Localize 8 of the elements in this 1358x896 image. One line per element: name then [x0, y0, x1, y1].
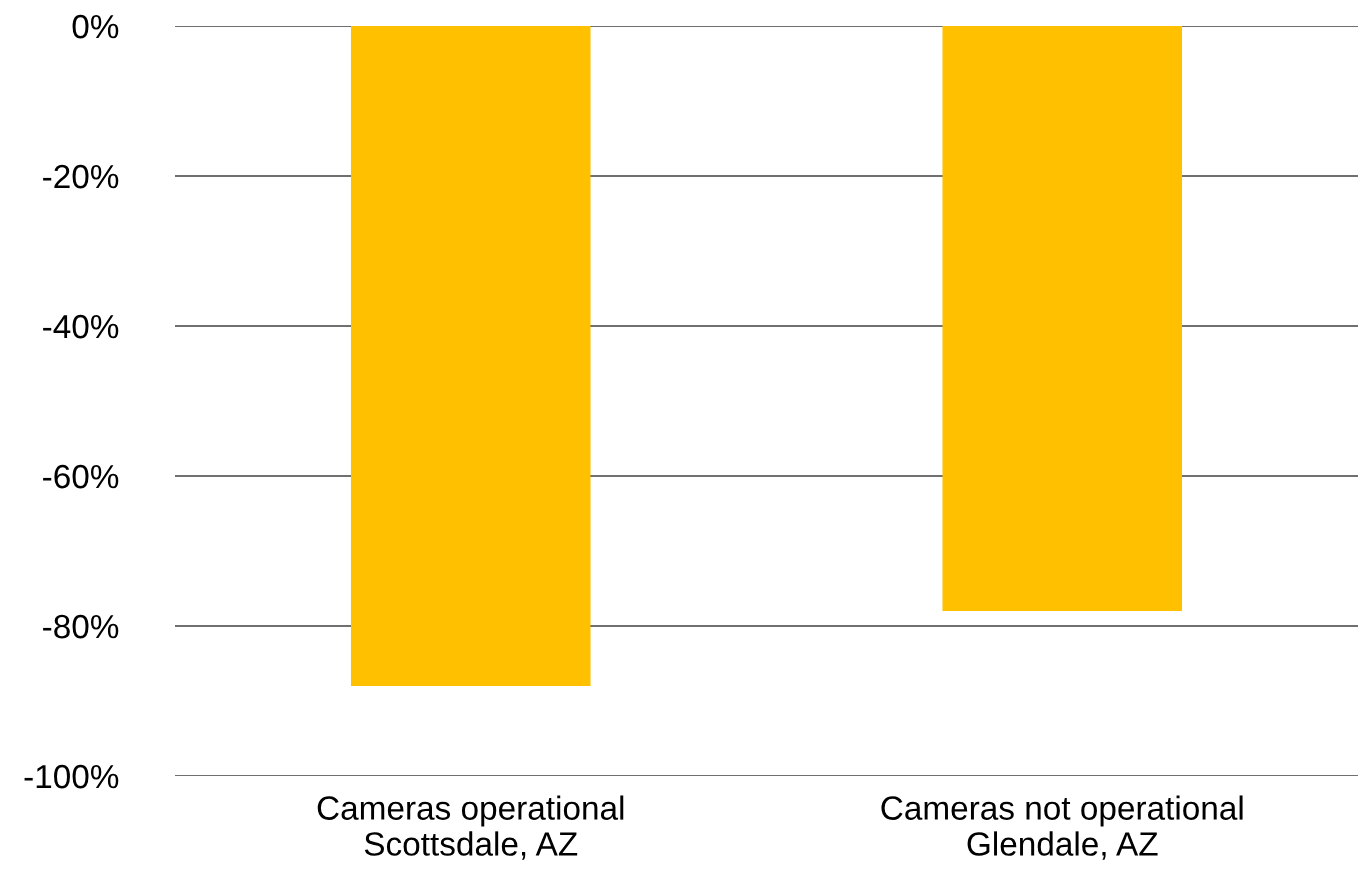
x-tick-label: Cameras operational Scottsdale, AZ: [317, 795, 624, 860]
y-tick-label: -60%: [43, 464, 119, 489]
x-tick-label: Cameras not operational Glendale, AZ: [881, 795, 1243, 860]
y-tick-label: -20%: [43, 164, 119, 189]
y-tick-label: -40%: [43, 314, 119, 339]
y-tick-label: -100%: [24, 764, 119, 789]
y-tick-label: 0%: [72, 14, 119, 39]
y-tick-label: -80%: [43, 614, 119, 639]
